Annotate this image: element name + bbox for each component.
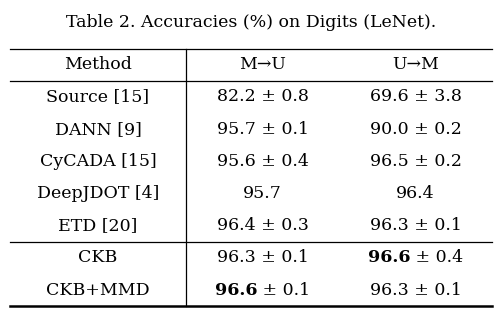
Text: CKB: CKB xyxy=(78,249,117,266)
Text: Method: Method xyxy=(64,56,132,73)
Text: 95.7 ± 0.1: 95.7 ± 0.1 xyxy=(216,121,308,138)
Text: 96.3 ± 0.1: 96.3 ± 0.1 xyxy=(369,217,460,234)
Text: ± 0.1: ± 0.1 xyxy=(257,282,310,299)
Text: DeepJDOT [4]: DeepJDOT [4] xyxy=(37,185,159,202)
Text: 95.7: 95.7 xyxy=(242,185,282,202)
Text: 95.6 ± 0.4: 95.6 ± 0.4 xyxy=(216,153,308,170)
Text: U→M: U→M xyxy=(391,56,438,73)
Text: 96.4: 96.4 xyxy=(395,185,434,202)
Text: 96.3 ± 0.1: 96.3 ± 0.1 xyxy=(369,282,460,299)
Text: CyCADA [15]: CyCADA [15] xyxy=(40,153,156,170)
Text: ETD [20]: ETD [20] xyxy=(58,217,137,234)
Text: 69.6 ± 3.8: 69.6 ± 3.8 xyxy=(369,89,460,106)
Text: 82.2 ± 0.8: 82.2 ± 0.8 xyxy=(216,89,308,106)
Text: Table 2. Accuracies (%) on Digits (LeNet).: Table 2. Accuracies (%) on Digits (LeNet… xyxy=(66,14,435,31)
Text: CKB+MMD: CKB+MMD xyxy=(46,282,149,299)
Text: 96.6: 96.6 xyxy=(367,249,409,266)
Text: 96.5 ± 0.2: 96.5 ± 0.2 xyxy=(369,153,460,170)
Text: 90.0 ± 0.2: 90.0 ± 0.2 xyxy=(369,121,460,138)
Text: 96.6 ± 0.1: 96.6 ± 0.1 xyxy=(216,282,308,299)
Text: 96.4 ± 0.3: 96.4 ± 0.3 xyxy=(216,217,308,234)
Text: M→U: M→U xyxy=(238,56,286,73)
Text: 96.6 ± 0.4: 96.6 ± 0.4 xyxy=(369,249,460,266)
Text: Source [15]: Source [15] xyxy=(46,89,149,106)
Text: DANN [9]: DANN [9] xyxy=(55,121,141,138)
Text: ± 0.4: ± 0.4 xyxy=(409,249,462,266)
Text: 96.6: 96.6 xyxy=(214,282,257,299)
Text: 96.3 ± 0.1: 96.3 ± 0.1 xyxy=(216,249,308,266)
